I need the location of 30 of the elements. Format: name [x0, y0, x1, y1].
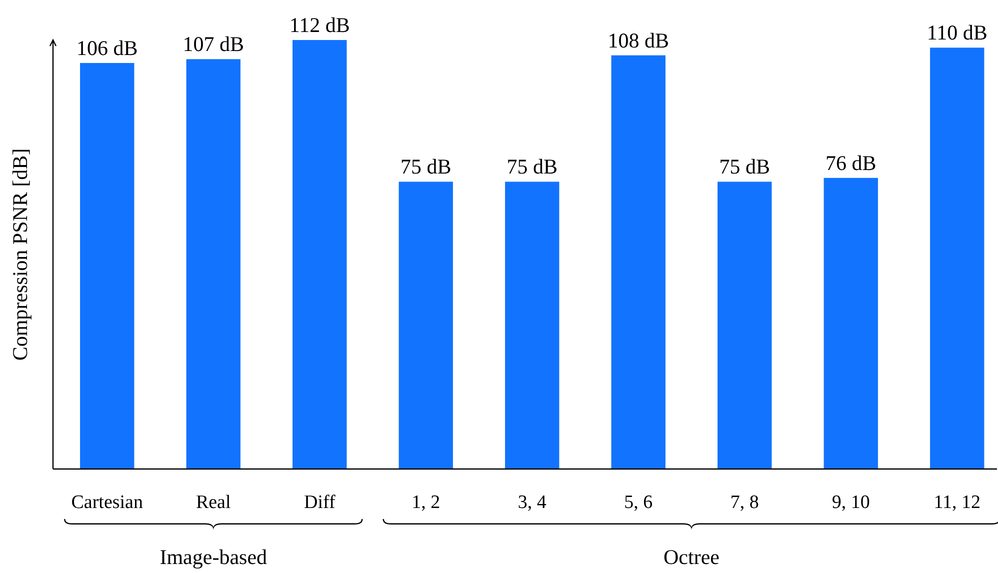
bar — [824, 178, 878, 469]
x-tick-label: 1, 2 — [412, 492, 440, 513]
bar — [930, 48, 984, 469]
data-label: 107 dB — [182, 32, 244, 56]
text: Octree — [664, 545, 720, 569]
data-label: 76 dB — [825, 150, 876, 175]
x-tick-label: 3, 4 — [518, 492, 547, 513]
bar — [611, 55, 666, 469]
x-tick-label: Diff — [304, 492, 336, 513]
x-tick-label: 7, 8 — [730, 492, 759, 513]
data-label: 75 dB — [506, 154, 558, 179]
text: Image-based — [160, 545, 268, 569]
data-label: 112 dB — [289, 13, 350, 37]
bar — [186, 59, 240, 469]
data-label: 75 dB — [400, 154, 452, 179]
bar — [718, 182, 772, 469]
data-label: 110 dB — [926, 20, 988, 45]
bar — [292, 40, 347, 469]
bar — [398, 182, 453, 469]
y-axis-title: Compression PSNR [dB] — [8, 148, 32, 361]
data-label: 75 dB — [719, 154, 770, 179]
x-tick-label: 11, 12 — [934, 492, 981, 513]
x-tick-label: 5, 6 — [624, 492, 653, 513]
x-tick-label: Real — [196, 492, 231, 513]
x-tick-label: 9, 10 — [832, 492, 870, 513]
bar — [80, 62, 134, 469]
x-tick-label: Cartesian — [71, 492, 144, 513]
data-label: 108 dB — [608, 28, 670, 52]
bar — [505, 182, 560, 469]
data-label: 106 dB — [76, 36, 138, 60]
